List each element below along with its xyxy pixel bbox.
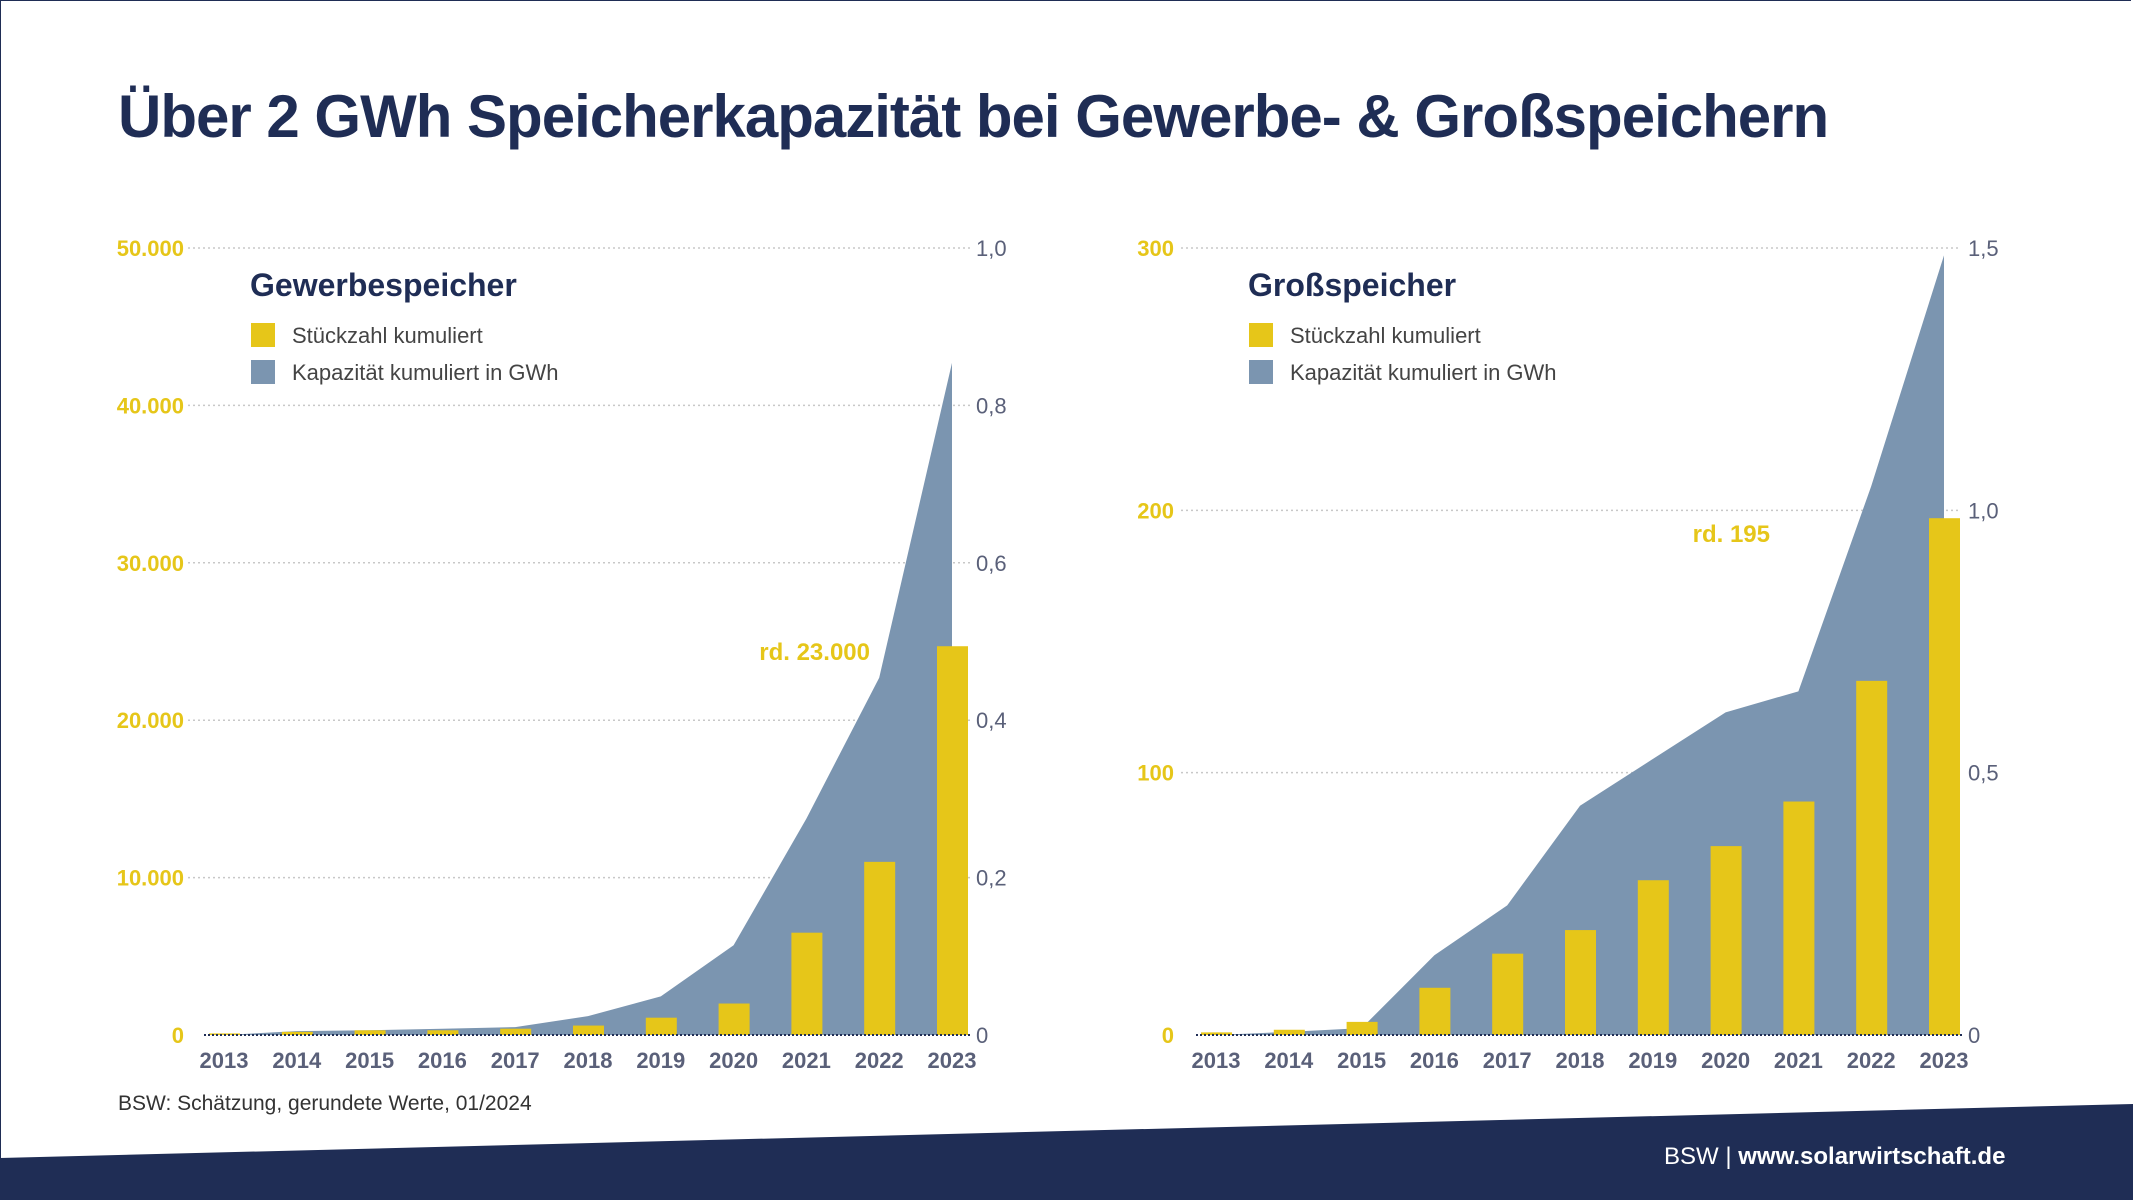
footer-url[interactable]: www.solarwirtschaft.de [1738, 1143, 2006, 1170]
bar-2023 [937, 646, 968, 1035]
legend-label-area: Kapazität kumuliert in GWh [292, 360, 559, 385]
x-tick-label: 2013 [1192, 1048, 1241, 1073]
x-tick-label: 2014 [1264, 1048, 1314, 1073]
bar-2018 [573, 1025, 604, 1035]
bar-2016 [1419, 987, 1451, 1035]
bar-2021 [1783, 801, 1815, 1035]
x-tick-label: 2017 [491, 1048, 540, 1073]
left-axis-tick-label: 10.000 [117, 866, 184, 891]
right-axis-tick-label: 0,6 [976, 551, 1007, 576]
bar-2022 [1856, 680, 1888, 1035]
bar-2014 [1273, 1029, 1305, 1035]
right-axis-tick-label: 0,4 [976, 708, 1007, 733]
page-title: Über 2 GWh Speicherkapazität bei Gewerbe… [118, 83, 1829, 150]
x-tick-label: 2023 [1920, 1048, 1969, 1073]
x-tick-label: 2022 [855, 1048, 904, 1073]
bar-2015 [354, 1030, 386, 1035]
bar-2019 [645, 1017, 677, 1035]
footer-separator: | [1725, 1143, 1732, 1170]
x-tick-label: 2019 [1628, 1048, 1677, 1073]
right-axis-tick-label: 1,5 [1968, 236, 1999, 261]
left-axis-tick-label: 20.000 [117, 708, 184, 733]
right-axis-tick-label: 0 [976, 1023, 988, 1048]
right-axis-tick-label: 1,0 [1968, 498, 1999, 523]
bar-2020 [718, 1003, 750, 1035]
legend-label-bars: Stückzahl kumuliert [1290, 323, 1481, 348]
x-tick-label: 2021 [1774, 1048, 1823, 1073]
capacity-area [224, 362, 952, 1036]
legend-swatch-area [251, 360, 275, 384]
bar-2017 [500, 1028, 532, 1035]
source-note: BSW: Schätzung, gerundete Werte, 01/2024 [118, 1092, 532, 1115]
annotation-label: rd. 23.000 [759, 639, 870, 666]
x-tick-label: 2015 [345, 1048, 394, 1073]
capacity-area [1216, 255, 1944, 1035]
left-axis-tick-label: 0 [172, 1023, 184, 1048]
bar-2016 [427, 1030, 459, 1035]
x-tick-label: 2021 [782, 1048, 831, 1073]
bar-2017 [1492, 953, 1524, 1035]
right-axis-tick-label: 0,5 [1968, 761, 1999, 786]
bar-2020 [1710, 846, 1742, 1035]
chart-title: Gewerbespeicher [250, 267, 517, 303]
legend-label-area: Kapazität kumuliert in GWh [1290, 360, 1557, 385]
legend-label-bars: Stückzahl kumuliert [292, 323, 483, 348]
right-axis-tick-label: 0,8 [976, 393, 1007, 418]
x-tick-label: 2015 [1337, 1048, 1386, 1073]
x-tick-label: 2020 [709, 1048, 758, 1073]
legend-swatch-bars [1249, 323, 1273, 347]
x-tick-label: 2014 [272, 1048, 322, 1073]
bar-2013 [1201, 1032, 1232, 1035]
left-axis-tick-label: 50.000 [117, 236, 184, 261]
bar-2018 [1565, 930, 1596, 1035]
right-axis-tick-label: 0 [1968, 1023, 1980, 1048]
x-tick-label: 2018 [1556, 1048, 1605, 1073]
left-axis-tick-label: 200 [1137, 498, 1174, 523]
x-tick-label: 2013 [200, 1048, 249, 1073]
legend-swatch-bars [251, 323, 275, 347]
footer-credit: BSW | www.solarwirtschaft.de [1664, 1143, 2005, 1171]
annotation-label: rd. 195 [1693, 521, 1770, 548]
right-axis-tick-label: 1,0 [976, 236, 1007, 261]
x-tick-label: 2022 [1847, 1048, 1896, 1073]
chart-title: Großspeicher [1248, 267, 1456, 303]
bar-2015 [1346, 1021, 1378, 1035]
x-tick-label: 2020 [1701, 1048, 1750, 1073]
x-tick-label: 2016 [1410, 1048, 1459, 1073]
bar-2014 [281, 1031, 313, 1035]
legend-swatch-area [1249, 360, 1273, 384]
left-axis-tick-label: 0 [1162, 1023, 1174, 1048]
bar-2019 [1637, 880, 1669, 1035]
left-axis-tick-label: 40.000 [117, 393, 184, 418]
bar-2021 [791, 932, 823, 1035]
left-axis-tick-label: 30.000 [117, 551, 184, 576]
x-tick-label: 2019 [636, 1048, 685, 1073]
left-axis-tick-label: 100 [1137, 761, 1174, 786]
right-axis-tick-label: 0,2 [976, 866, 1007, 891]
footer-band [0, 1104, 2133, 1200]
footer-org: BSW [1664, 1143, 1719, 1170]
x-tick-label: 2023 [928, 1048, 977, 1073]
x-tick-label: 2016 [418, 1048, 467, 1073]
bar-2022 [864, 861, 896, 1035]
left-axis-tick-label: 300 [1137, 236, 1174, 261]
x-tick-label: 2018 [564, 1048, 613, 1073]
x-tick-label: 2017 [1483, 1048, 1532, 1073]
bar-2023 [1929, 518, 1960, 1035]
